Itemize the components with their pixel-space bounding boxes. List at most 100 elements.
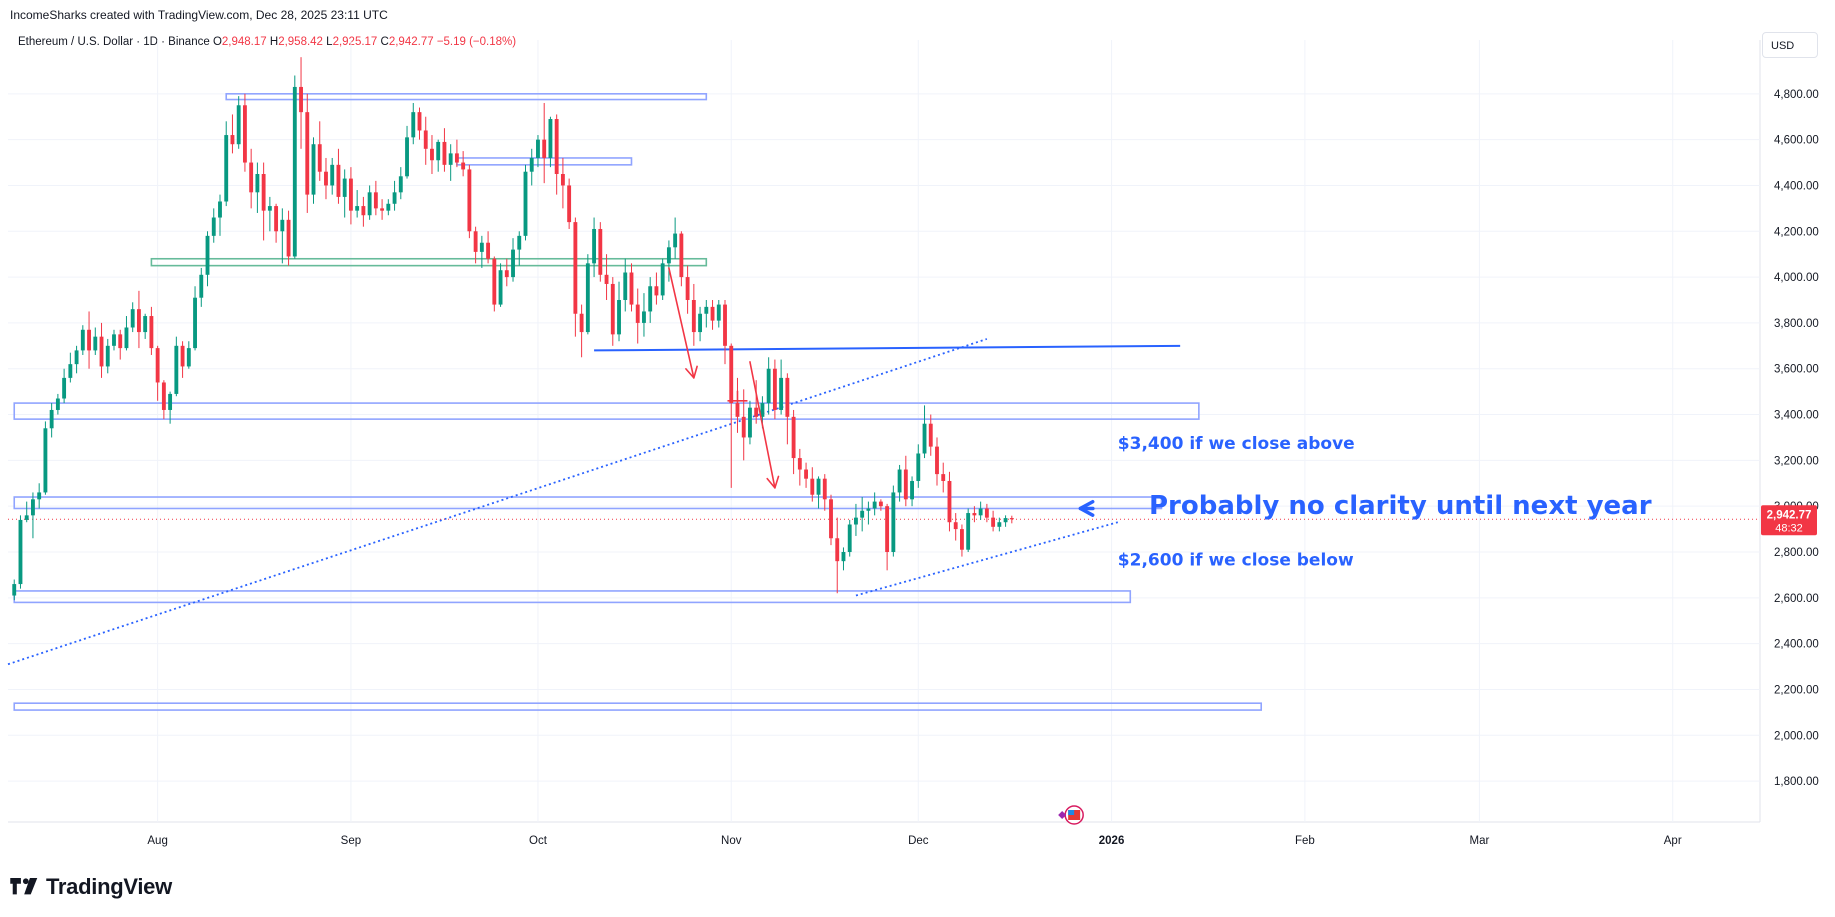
candle-body bbox=[542, 139, 547, 158]
candle-body bbox=[953, 522, 958, 530]
candle-body bbox=[804, 469, 808, 479]
brand-name: TradingView bbox=[46, 874, 172, 899]
candle-body bbox=[536, 139, 540, 158]
candle-body bbox=[984, 508, 989, 518]
x-tick-label: Mar bbox=[1470, 835, 1490, 847]
candle-body bbox=[186, 348, 191, 367]
candle-body bbox=[398, 176, 403, 193]
candle-body bbox=[405, 137, 409, 177]
close-value: 2,942.77 bbox=[388, 36, 434, 48]
candle-body bbox=[554, 119, 559, 174]
candle-body bbox=[99, 336, 104, 367]
candle-body bbox=[779, 377, 784, 410]
annotations: $3,400 if we close above Probably no clar… bbox=[1118, 434, 1652, 571]
candle-body bbox=[12, 584, 17, 596]
candle-body bbox=[168, 393, 173, 410]
candle-body bbox=[666, 247, 671, 264]
x-tick-label: Nov bbox=[721, 835, 742, 847]
candle-body bbox=[380, 208, 385, 211]
y-tick-label: 3,200.00 bbox=[1774, 455, 1819, 467]
price-tag-value: 2,942.77 bbox=[1767, 509, 1812, 521]
candle-body bbox=[436, 141, 441, 161]
annotation-text: Probably no clarity until next year bbox=[1149, 491, 1652, 521]
y-tick-label: 4,000.00 bbox=[1774, 272, 1819, 284]
candle-body bbox=[816, 478, 821, 495]
arrow-head bbox=[1078, 500, 1095, 517]
candle-body bbox=[224, 135, 229, 202]
grid bbox=[8, 40, 1761, 823]
candle-body bbox=[1003, 518, 1008, 523]
candle-body bbox=[473, 231, 478, 252]
candle-body bbox=[80, 329, 85, 351]
candle-body bbox=[523, 171, 528, 236]
events-icon[interactable] bbox=[1058, 805, 1084, 825]
candle-body bbox=[498, 270, 503, 305]
y-tick-label: 3,400.00 bbox=[1774, 410, 1819, 422]
candle-body bbox=[966, 513, 971, 550]
tradingview-logo[interactable]: TradingView bbox=[10, 874, 172, 900]
y-axis[interactable]: 1,800.00 2,000.00 2,200.00 2,400.00 2,600.00… bbox=[1774, 89, 1819, 788]
x-axis[interactable]: Aug Sep Oct Nov Dec 2026 Feb Mar Apr bbox=[147, 835, 1681, 847]
candle-body bbox=[903, 469, 908, 500]
candle-body bbox=[885, 506, 890, 552]
candle-body bbox=[928, 423, 933, 447]
candle-body bbox=[230, 135, 235, 145]
candle-body bbox=[766, 368, 771, 404]
candle-body bbox=[87, 329, 91, 351]
candle-body bbox=[55, 398, 60, 410]
arrow-head bbox=[685, 365, 698, 379]
currency-button[interactable]: USD bbox=[1762, 32, 1818, 58]
candle-body bbox=[716, 304, 721, 321]
candle-body bbox=[941, 474, 946, 481]
candle-body bbox=[267, 206, 272, 211]
trendline bbox=[7, 338, 988, 666]
candle-body bbox=[910, 480, 914, 500]
x-tick-label: Feb bbox=[1295, 835, 1315, 847]
candle-body bbox=[336, 164, 341, 197]
candle-body bbox=[698, 313, 703, 333]
x-tick-label: 2026 bbox=[1099, 835, 1125, 847]
candle-body bbox=[978, 508, 983, 516]
candle-body bbox=[573, 222, 578, 314]
candle-body bbox=[423, 130, 428, 149]
candle-body bbox=[37, 492, 42, 500]
candle-body bbox=[598, 228, 603, 275]
open-value: 2,948.17 bbox=[221, 36, 267, 48]
low-value: 2,925.17 bbox=[332, 36, 378, 48]
candle-body bbox=[386, 203, 391, 211]
candle-body bbox=[292, 86, 297, 257]
y-tick-label: 1,800.00 bbox=[1774, 776, 1819, 788]
zone-box bbox=[225, 93, 708, 101]
candle-body bbox=[305, 112, 310, 195]
y-tick-label: 3,800.00 bbox=[1774, 318, 1819, 330]
candle-body bbox=[723, 304, 727, 346]
candle-body bbox=[143, 316, 148, 333]
candle-body bbox=[62, 377, 67, 399]
candle-body bbox=[93, 336, 98, 351]
candle-body bbox=[155, 348, 160, 383]
trendlines bbox=[7, 338, 1760, 666]
arrow-shaft bbox=[668, 267, 695, 379]
candle-body bbox=[348, 178, 353, 211]
candle-body bbox=[741, 416, 746, 438]
candle-body bbox=[467, 169, 472, 232]
zone-box bbox=[13, 496, 1163, 510]
candle-body bbox=[299, 86, 303, 113]
candle-body bbox=[560, 174, 565, 186]
candle-body bbox=[772, 368, 777, 410]
candle-body bbox=[261, 174, 266, 211]
candle-body bbox=[274, 206, 279, 232]
arrow-head bbox=[766, 475, 780, 489]
candle-body bbox=[791, 416, 796, 459]
candle-body bbox=[249, 162, 254, 193]
candle-body bbox=[835, 538, 840, 562]
candle-body bbox=[411, 112, 416, 138]
candle-body bbox=[417, 112, 422, 131]
candle-body bbox=[392, 192, 397, 204]
candle-body bbox=[567, 185, 572, 223]
candle-body bbox=[492, 258, 497, 305]
candle-body bbox=[897, 469, 902, 493]
candle-body bbox=[504, 270, 509, 278]
